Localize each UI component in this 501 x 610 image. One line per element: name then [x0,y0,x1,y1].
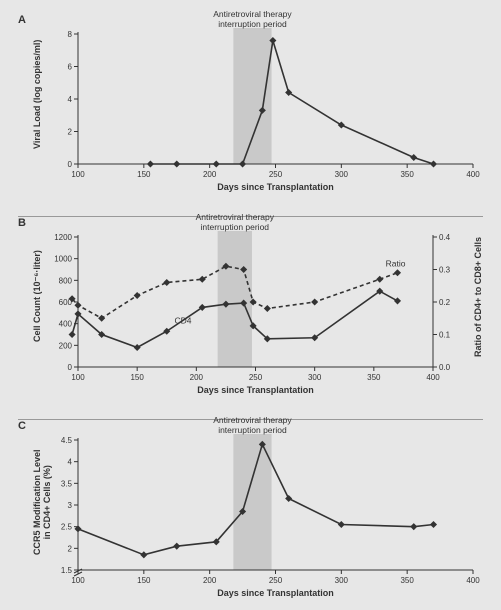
svg-text:0: 0 [68,160,73,169]
y-axis-label-left: CCR5 Modification Levelin CD4+ Cells (%) [32,449,52,555]
svg-text:400: 400 [466,170,480,179]
svg-text:0.3: 0.3 [439,266,451,275]
svg-text:0.2: 0.2 [439,298,451,307]
svg-text:4: 4 [68,458,73,467]
svg-text:300: 300 [308,373,322,382]
svg-text:3.5: 3.5 [61,479,73,488]
svg-text:CD4: CD4 [175,316,192,326]
svg-text:3: 3 [68,501,73,510]
svg-text:200: 200 [190,373,204,382]
svg-text:150: 150 [137,170,151,179]
svg-text:200: 200 [203,576,217,585]
svg-text:400: 400 [59,320,73,329]
svg-text:800: 800 [59,276,73,285]
interruption-annotation: Antiretroviral therapyinterruption perio… [182,416,322,436]
svg-text:200: 200 [203,170,217,179]
svg-text:350: 350 [367,373,381,382]
svg-text:2.5: 2.5 [61,523,73,532]
interruption-annotation: Antiretroviral therapyinterruption perio… [165,213,305,233]
svg-text:300: 300 [335,576,349,585]
svg-text:400: 400 [426,373,440,382]
svg-text:0.1: 0.1 [439,331,451,340]
svg-text:4: 4 [68,95,73,104]
svg-text:Days since Transplantation: Days since Transplantation [197,385,314,395]
svg-text:0.0: 0.0 [439,363,451,372]
svg-text:100: 100 [71,576,85,585]
svg-text:250: 250 [269,576,283,585]
svg-text:200: 200 [59,341,73,350]
svg-text:1.5: 1.5 [61,566,73,575]
svg-text:350: 350 [400,170,414,179]
svg-text:150: 150 [137,576,151,585]
svg-text:250: 250 [269,170,283,179]
svg-text:Days since Transplantation: Days since Transplantation [217,182,334,192]
y-axis-label-left: Viral Load (log copies/ml) [32,40,42,149]
y-axis-label-left: Cell Count (10⁻⁶·liter) [32,250,43,342]
svg-text:4.5: 4.5 [61,436,73,445]
svg-text:2: 2 [68,128,73,137]
svg-text:100: 100 [71,170,85,179]
y-axis-label-right: Ratio of CD4+ to CD8+ Cells [473,237,483,357]
svg-text:1200: 1200 [54,233,72,242]
svg-text:350: 350 [400,576,414,585]
svg-text:400: 400 [466,576,480,585]
svg-text:1000: 1000 [54,255,72,264]
svg-text:8: 8 [68,30,73,39]
svg-text:0: 0 [68,363,73,372]
svg-text:Days since Transplantation: Days since Transplantation [217,588,334,598]
svg-text:250: 250 [249,373,263,382]
svg-text:300: 300 [335,170,349,179]
svg-text:100: 100 [71,373,85,382]
svg-text:2: 2 [68,544,73,553]
interruption-annotation: Antiretroviral therapyinterruption perio… [182,10,322,30]
svg-text:6: 6 [68,63,73,72]
svg-text:0.4: 0.4 [439,233,451,242]
svg-text:150: 150 [130,373,144,382]
svg-text:Ratio: Ratio [386,258,406,268]
